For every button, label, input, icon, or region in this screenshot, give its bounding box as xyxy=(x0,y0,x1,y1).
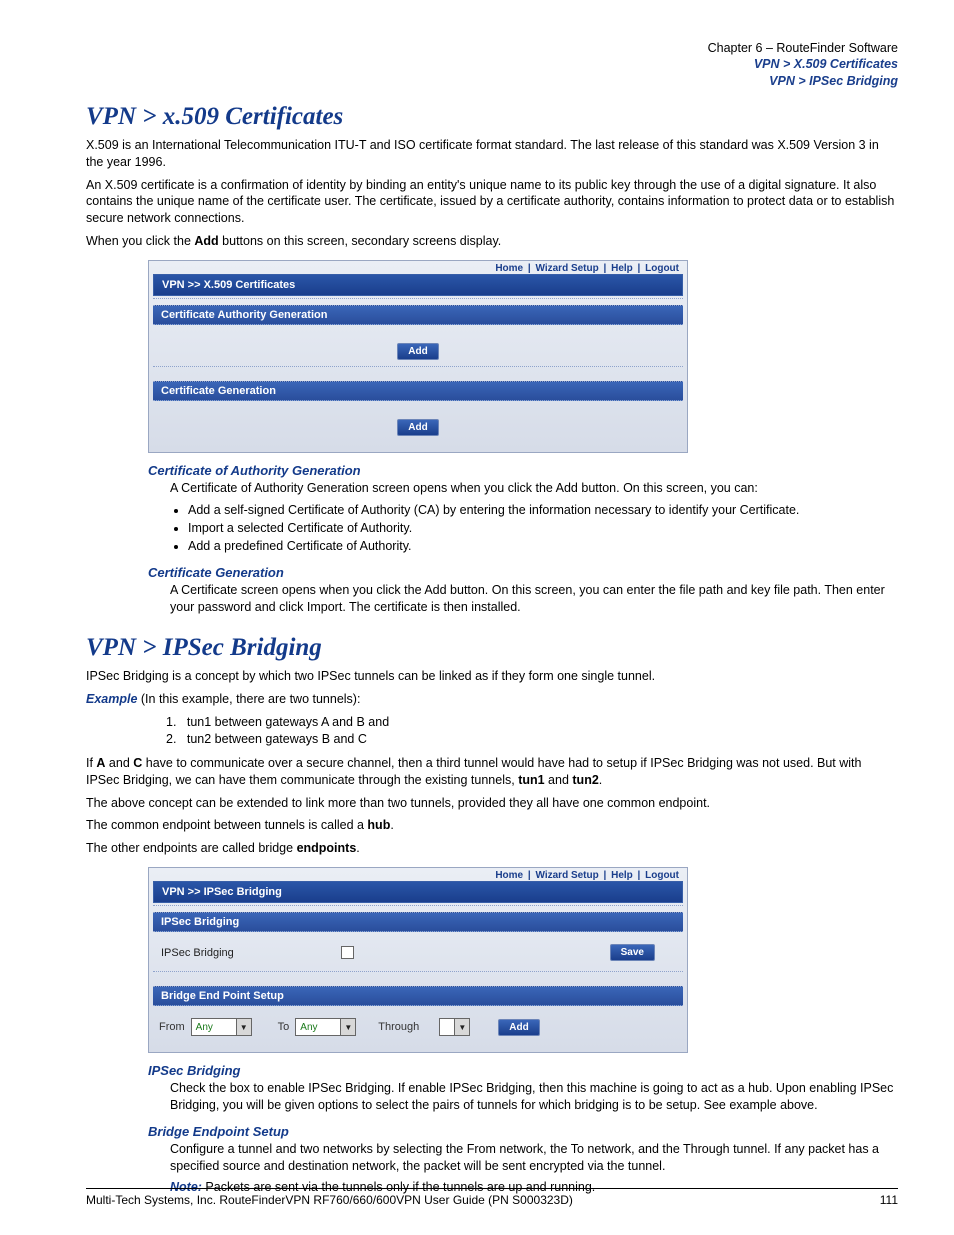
through-label: Through xyxy=(378,1021,419,1033)
section-cert-generation: Certificate Generation xyxy=(153,381,683,401)
to-select[interactable]: Any▼ xyxy=(295,1018,356,1036)
link-wizard[interactable]: Wizard Setup xyxy=(533,263,600,274)
section-ipsec-bridging: IPSec Bridging xyxy=(153,912,683,932)
ipsec-enable-label: IPSec Bridging xyxy=(161,947,341,959)
add-cert-button[interactable]: Add xyxy=(397,419,438,436)
section-title-ipsec: VPN > IPSec Bridging xyxy=(86,634,898,662)
footer-left: Multi-Tech Systems, Inc. RouteFinderVPN … xyxy=(86,1193,573,1207)
ipsec-p3: The above concept can be extended to lin… xyxy=(86,795,898,812)
example-label: Example xyxy=(86,692,137,706)
ipsec-ui-panel: Home | Wizard Setup | Help | Logout VPN … xyxy=(148,867,688,1053)
link-wizard-2[interactable]: Wizard Setup xyxy=(533,870,600,881)
add-ca-button[interactable]: Add xyxy=(397,343,438,360)
breadcrumb-1: VPN > X.509 Certificates xyxy=(86,56,898,72)
save-button[interactable]: Save xyxy=(610,944,655,961)
ipsec-intro: IPSec Bridging is a concept by which two… xyxy=(86,668,898,685)
panel-toplinks: Home | Wizard Setup | Help | Logout xyxy=(149,261,687,274)
chapter-label: Chapter 6 – RouteFinder Software xyxy=(86,40,898,56)
ipsec-enable-row: IPSec Bridging Save xyxy=(149,934,687,971)
add-endpoint-button[interactable]: Add xyxy=(498,1019,539,1036)
x509-ui-panel: Home | Wizard Setup | Help | Logout VPN … xyxy=(148,260,688,453)
chapter-header: Chapter 6 – RouteFinder Software VPN > X… xyxy=(86,40,898,89)
ca-gen-list: Add a self-signed Certificate of Authori… xyxy=(188,501,898,555)
subhead-bridge-endpoint: Bridge Endpoint Setup xyxy=(148,1124,898,1139)
section-bridge-endpoint: Bridge End Point Setup xyxy=(153,986,683,1006)
ipsec-example-intro: Example (In this example, there are two … xyxy=(86,691,898,708)
ca-gen-desc: A Certificate of Authority Generation sc… xyxy=(170,480,898,497)
section-ca-generation: Certificate Authority Generation xyxy=(153,305,683,325)
ipsec-p2: If A and C have to communicate over a se… xyxy=(86,755,898,789)
link-help[interactable]: Help xyxy=(609,263,635,274)
chevron-down-icon: ▼ xyxy=(236,1019,251,1035)
link-logout[interactable]: Logout xyxy=(643,263,681,274)
from-select[interactable]: Any▼ xyxy=(191,1018,252,1036)
x509-intro-3: When you click the Add buttons on this s… xyxy=(86,233,898,250)
ca-gen-item-2: Import a selected Certificate of Authori… xyxy=(188,519,898,537)
x509-intro-2: An X.509 certificate is a confirmation o… xyxy=(86,177,898,228)
panel2-toplinks: Home | Wizard Setup | Help | Logout xyxy=(149,868,687,881)
link-home-2[interactable]: Home xyxy=(493,870,525,881)
link-help-2[interactable]: Help xyxy=(609,870,635,881)
ipsec-bridging-desc: Check the box to enable IPSec Bridging. … xyxy=(170,1080,898,1114)
x509-intro-1: X.509 is an International Telecommunicat… xyxy=(86,137,898,171)
subhead-ca-gen: Certificate of Authority Generation xyxy=(148,463,898,478)
through-select[interactable]: ▼ xyxy=(439,1018,470,1036)
example-item-2: 2. tun2 between gateways B and C xyxy=(166,731,898,749)
page-number: 111 xyxy=(880,1193,898,1207)
panel-title: VPN >> X.509 Certificates xyxy=(153,274,683,296)
cert-gen-desc: A Certificate screen opens when you clic… xyxy=(170,582,898,616)
breadcrumb-2: VPN > IPSec Bridging xyxy=(86,73,898,89)
panel2-title: VPN >> IPSec Bridging xyxy=(153,881,683,903)
section-title-x509: VPN > x.509 Certificates xyxy=(86,103,898,131)
example-item-1: 1. tun1 between gateways A and B and xyxy=(166,714,898,732)
ipsec-p5: The other endpoints are called bridge en… xyxy=(86,840,898,857)
ipsec-enable-checkbox[interactable] xyxy=(341,946,354,959)
page-footer: Multi-Tech Systems, Inc. RouteFinderVPN … xyxy=(86,1188,898,1207)
bridge-endpoint-desc: Configure a tunnel and two networks by s… xyxy=(170,1141,898,1175)
to-label: To xyxy=(278,1021,290,1033)
link-logout-2[interactable]: Logout xyxy=(643,870,681,881)
chevron-down-icon: ▼ xyxy=(340,1019,355,1035)
ipsec-p4: The common endpoint between tunnels is c… xyxy=(86,817,898,834)
subhead-cert-gen: Certificate Generation xyxy=(148,565,898,580)
endpoint-row: From Any▼ To Any▼ Through ▼ Add xyxy=(149,1008,687,1042)
link-home[interactable]: Home xyxy=(493,263,525,274)
from-label: From xyxy=(159,1021,185,1033)
ca-gen-item-1: Add a self-signed Certificate of Authori… xyxy=(188,501,898,519)
subhead-ipsec-bridging: IPSec Bridging xyxy=(148,1063,898,1078)
ca-gen-item-3: Add a predefined Certificate of Authorit… xyxy=(188,537,898,555)
chevron-down-icon: ▼ xyxy=(454,1019,469,1035)
